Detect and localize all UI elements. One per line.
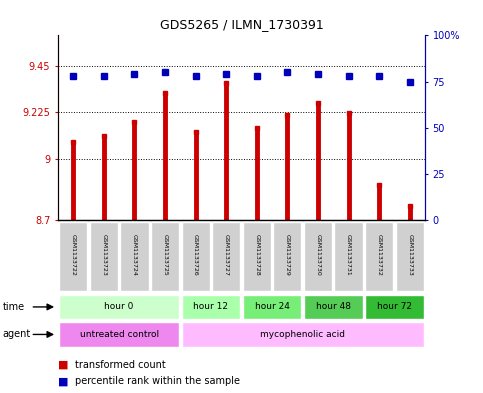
FancyBboxPatch shape <box>90 222 118 291</box>
FancyBboxPatch shape <box>304 222 332 291</box>
Text: GSM1133732: GSM1133732 <box>377 234 382 276</box>
Text: hour 0: hour 0 <box>104 303 134 311</box>
FancyBboxPatch shape <box>304 295 363 319</box>
Text: GSM1133723: GSM1133723 <box>101 234 106 276</box>
FancyBboxPatch shape <box>151 222 179 291</box>
FancyBboxPatch shape <box>396 222 424 291</box>
FancyBboxPatch shape <box>365 222 393 291</box>
FancyBboxPatch shape <box>182 322 424 347</box>
FancyBboxPatch shape <box>335 222 363 291</box>
Text: GSM1133728: GSM1133728 <box>254 234 259 276</box>
FancyBboxPatch shape <box>120 222 148 291</box>
Text: time: time <box>2 302 25 312</box>
FancyBboxPatch shape <box>212 222 240 291</box>
Text: hour 24: hour 24 <box>255 303 289 311</box>
FancyBboxPatch shape <box>365 295 424 319</box>
Text: GSM1133722: GSM1133722 <box>71 234 76 276</box>
Text: GSM1133724: GSM1133724 <box>132 234 137 276</box>
Text: GDS5265 / ILMN_1730391: GDS5265 / ILMN_1730391 <box>159 18 324 31</box>
Text: ■: ■ <box>58 376 69 386</box>
Text: GSM1133725: GSM1133725 <box>162 234 168 276</box>
Text: ■: ■ <box>58 360 69 370</box>
Text: GSM1133727: GSM1133727 <box>224 234 229 276</box>
FancyBboxPatch shape <box>243 222 271 291</box>
FancyBboxPatch shape <box>182 295 240 319</box>
Text: GSM1133731: GSM1133731 <box>346 234 351 276</box>
FancyBboxPatch shape <box>59 322 179 347</box>
FancyBboxPatch shape <box>59 222 87 291</box>
Text: GSM1133733: GSM1133733 <box>407 234 412 276</box>
FancyBboxPatch shape <box>59 295 179 319</box>
FancyBboxPatch shape <box>243 295 301 319</box>
Text: hour 12: hour 12 <box>193 303 228 311</box>
Text: GSM1133726: GSM1133726 <box>193 234 198 276</box>
Text: mycophenolic acid: mycophenolic acid <box>260 330 345 339</box>
Text: transformed count: transformed count <box>75 360 166 370</box>
Text: GSM1133730: GSM1133730 <box>315 234 321 276</box>
Text: hour 72: hour 72 <box>377 303 412 311</box>
FancyBboxPatch shape <box>273 222 301 291</box>
Text: hour 48: hour 48 <box>316 303 351 311</box>
Text: GSM1133729: GSM1133729 <box>285 234 290 276</box>
FancyBboxPatch shape <box>182 222 210 291</box>
Text: untreated control: untreated control <box>80 330 159 339</box>
Text: percentile rank within the sample: percentile rank within the sample <box>75 376 240 386</box>
Text: agent: agent <box>2 329 30 340</box>
